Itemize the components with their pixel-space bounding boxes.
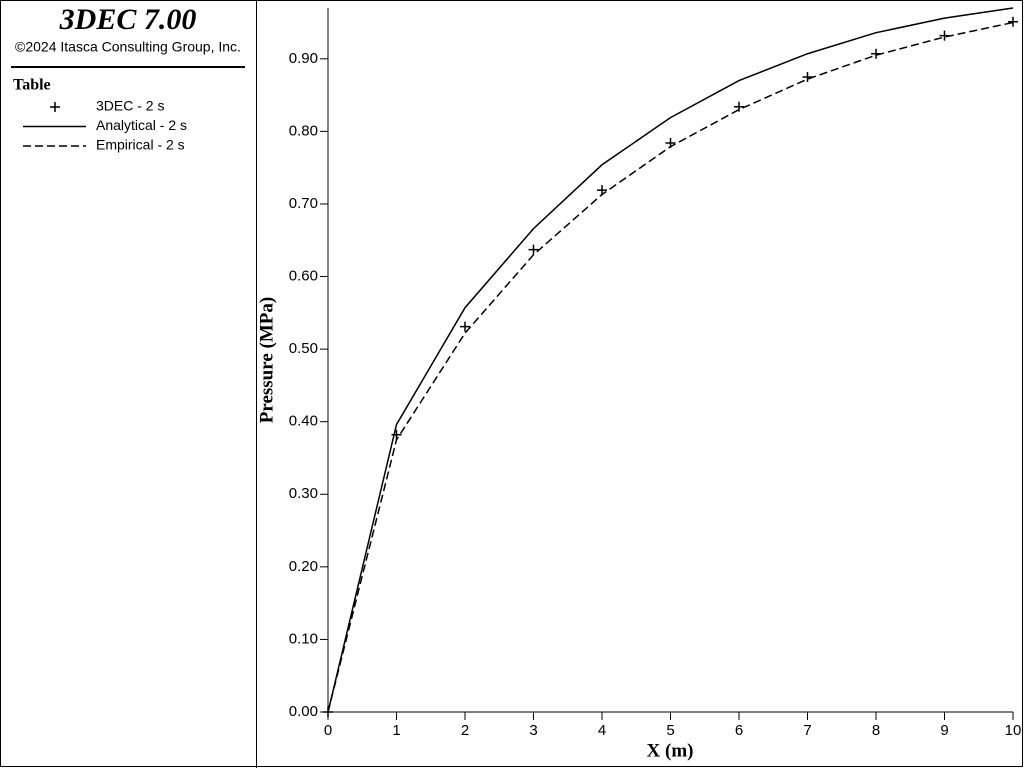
y-tick-label: 0.80 xyxy=(289,122,318,139)
y-tick-label: 0.70 xyxy=(289,195,318,212)
data-point xyxy=(802,71,813,82)
data-point xyxy=(597,185,607,196)
y-tick-label: 0.60 xyxy=(289,268,318,285)
data-point xyxy=(528,244,539,255)
x-tick-label: 0 xyxy=(324,722,332,739)
x-tick-label: 6 xyxy=(735,722,743,739)
y-tick-label: 0.00 xyxy=(289,703,318,720)
x-tick-label: 4 xyxy=(598,722,606,739)
copyright: ©2024 Itasca Consulting Group, Inc. xyxy=(15,39,241,55)
y-tick-label: 0.30 xyxy=(289,485,318,502)
legend-label: Analytical - 2 s xyxy=(96,117,187,133)
y-tick-label: 0.40 xyxy=(289,413,318,430)
y-axis-label: Pressure (MPa) xyxy=(256,297,277,423)
y-tick-label: 0.90 xyxy=(289,50,318,67)
data-point xyxy=(1008,16,1018,27)
y-tick-label: 0.20 xyxy=(289,558,318,575)
data-line xyxy=(327,21,1014,713)
x-axis-label: X (m) xyxy=(647,740,694,761)
x-tick-label: 5 xyxy=(666,722,674,739)
legend-label: 3DEC - 2 s xyxy=(96,98,164,114)
legend-title: Table xyxy=(13,77,51,94)
x-tick-label: 3 xyxy=(529,722,537,739)
legend-marker xyxy=(50,102,60,112)
y-tick-label: 0.10 xyxy=(289,630,318,647)
x-tick-label: 10 xyxy=(1005,722,1022,739)
data-point xyxy=(391,429,402,440)
x-tick-label: 7 xyxy=(803,722,811,739)
legend-label: Empirical - 2 s xyxy=(96,137,185,153)
x-tick-label: 1 xyxy=(392,722,400,739)
data-line xyxy=(327,7,1014,713)
title: 3DEC 7.00 xyxy=(59,3,197,36)
y-tick-label: 0.50 xyxy=(289,340,318,357)
x-tick-label: 9 xyxy=(940,722,948,739)
data-point xyxy=(460,321,470,332)
x-tick-label: 2 xyxy=(461,722,469,739)
x-tick-label: 8 xyxy=(872,722,880,739)
